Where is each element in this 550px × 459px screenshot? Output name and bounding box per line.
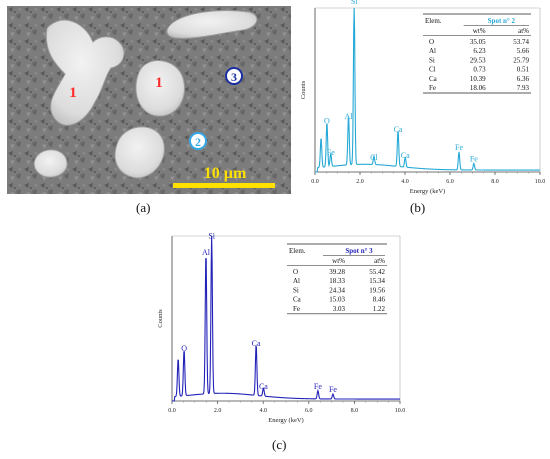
peak-label-ca: Ca [259, 382, 268, 391]
table-cell-element: Al [293, 277, 300, 285]
x-tick-label: 6.0 [446, 179, 454, 185]
peak-label-si: Si [351, 0, 358, 6]
table-elem-header: Elem. [425, 17, 442, 25]
table-cell-wt: 10.39 [470, 75, 486, 83]
phase-2-marker [189, 132, 207, 150]
peak-label-ca: Ca [401, 151, 410, 160]
table-col-wt: wt% [473, 27, 486, 35]
table-cell-at: 0.51 [517, 66, 530, 74]
table-cell-element: Ca [293, 296, 302, 304]
table-cell-element: O [293, 268, 298, 276]
peak-label-si: Si [208, 232, 215, 241]
table-cell-element: Al [429, 47, 436, 55]
panel-c-label: (c) [272, 437, 287, 452]
x-tick-label: 0.0 [168, 408, 176, 414]
x-tick-label: 10.0 [535, 179, 546, 185]
table-spot-header: Spot n° 3 [345, 247, 373, 255]
peak-label-ca: Ca [394, 125, 403, 134]
phase-1-label-a: 1 [69, 85, 77, 101]
peak-label-al: Al [345, 112, 354, 121]
table-cell-wt: 18.33 [329, 277, 345, 285]
table-cell-wt: 18.06 [470, 84, 486, 92]
table-cell-wt: 39.28 [329, 268, 345, 276]
table-col-at: at% [518, 27, 529, 35]
table-cell-element: Si [429, 56, 435, 64]
x-axis-label: Energy (keV) [268, 417, 303, 424]
table-cell-element: O [429, 38, 434, 46]
table-cell-at: 53.74 [513, 38, 529, 46]
table-cell-wt: 29.53 [470, 56, 486, 64]
table-cell-element: Si [293, 286, 299, 294]
peak-label-fe: Fe [314, 382, 322, 391]
table-cell-at: 25.79 [513, 56, 529, 64]
peak-label-fe: Fe [329, 385, 337, 394]
table-cell-at: 55.42 [369, 268, 385, 276]
table-cell-at: 15.34 [369, 277, 385, 285]
phase-1-label-b: 1 [155, 75, 163, 91]
table-spot-header: Spot n° 2 [488, 17, 516, 25]
x-tick-label: 8.0 [351, 408, 359, 414]
table-cell-at: 7.93 [517, 84, 530, 92]
x-tick-label: 2.0 [214, 408, 222, 414]
particle-elongated [166, 10, 258, 39]
particle-large [45, 19, 125, 126]
table-cell-element: Ca [429, 75, 438, 83]
x-tick-label: 4.0 [401, 179, 409, 185]
table-cell-element: Fe [293, 305, 300, 313]
table-col-wt: wt% [332, 257, 345, 265]
x-tick-label: 4.0 [259, 408, 267, 414]
spectrum-line [172, 235, 400, 402]
particle-right [135, 60, 185, 117]
peak-label-cl: Cl [370, 153, 378, 162]
x-tick-label: 0.0 [311, 179, 319, 185]
x-tick-label: 10.0 [395, 408, 406, 414]
table-cell-element: Fe [429, 84, 436, 92]
panel-a-label: (a) [136, 200, 151, 215]
x-tick-label: 6.0 [305, 408, 313, 414]
table-cell-at: 5.66 [517, 47, 530, 55]
panel-b-label: (b) [410, 200, 426, 215]
particle-small [33, 149, 68, 178]
phase-2-label: 2 [195, 135, 201, 149]
x-tick-label: 2.0 [356, 179, 364, 185]
scale-bar [173, 183, 275, 188]
x-axis-label: Energy (keV) [410, 188, 445, 195]
table-elem-header: Elem. [289, 247, 306, 255]
peak-label-o: O [181, 344, 187, 353]
table-cell-wt: 6.23 [473, 47, 486, 55]
table-cell-element: Cl [429, 66, 436, 74]
sem-micrograph: 1 1 2 3 10 µm [7, 6, 291, 194]
table-cell-at: 8.46 [373, 296, 386, 304]
table-cell-at: 1.22 [373, 305, 386, 313]
scale-bar-label: 10 µm [204, 165, 247, 182]
peak-label-al: Al [202, 248, 211, 257]
peak-label-fe: Fe [327, 148, 335, 157]
eds-spectrum-spot-2: 0.0 2.0 4.0 6.0 8.0 10.0 Energy (keV) Counts O Fe… [300, 0, 546, 195]
peak-label-o: O [324, 117, 330, 126]
table-cell-at: 19.56 [369, 286, 385, 294]
table-cell-wt: 0.73 [473, 66, 486, 74]
table-cell-at: 6.36 [517, 75, 530, 83]
x-tick-label: 8.0 [491, 179, 499, 185]
spectrum-line [315, 7, 540, 173]
phase-3-marker [225, 67, 243, 85]
phase-3-label: 3 [231, 70, 237, 84]
y-axis-label: Counts [300, 80, 307, 99]
table-cell-wt: 24.34 [329, 286, 345, 294]
table-cell-wt: 15.03 [329, 296, 345, 304]
table-col-at: at% [374, 257, 385, 265]
particle-bottom [114, 126, 165, 179]
sem-image: 1 1 2 3 10 µm [7, 6, 291, 194]
y-axis-label: Counts [157, 309, 164, 328]
peak-label-ca: Ca [252, 339, 261, 348]
table-cell-wt: 35.05 [470, 38, 486, 46]
table-cell-wt: 3.03 [333, 305, 346, 313]
peak-label-fe: Fe [455, 143, 463, 152]
peak-label-fe: Fe [470, 154, 478, 163]
